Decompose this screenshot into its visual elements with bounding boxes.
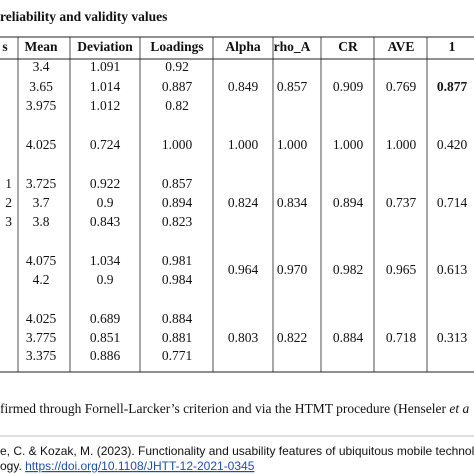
doi-link[interactable]: https://doi.org/10.1108/JHTT-12-2021-034…	[25, 459, 255, 473]
note: firmed through Fornell-Larcker’s criteri…	[0, 401, 469, 416]
cell: 0.771	[162, 348, 192, 363]
stat-cell: 0.857	[277, 79, 308, 94]
cell: 0.82	[165, 98, 189, 113]
note-italic: et a	[449, 401, 469, 416]
cell: 3.375	[26, 348, 57, 363]
stat-cell: 0.824	[228, 195, 259, 210]
cell: 0.689	[90, 311, 121, 326]
stat-cell: 0.982	[333, 262, 363, 277]
stat-cell: 1.000	[386, 137, 417, 152]
cell: 1.091	[90, 59, 120, 74]
stat-cell: 0.420	[437, 137, 468, 152]
citation-text: ogy.	[0, 459, 25, 473]
cell: 3.775	[26, 330, 57, 345]
cell: 1.000	[162, 137, 193, 152]
cell: 4.2	[33, 272, 50, 287]
stat-cell: 0.909	[333, 79, 364, 94]
cell: 0.922	[90, 176, 120, 191]
cell: 0.851	[90, 330, 120, 345]
cell: 0.886	[90, 348, 121, 363]
cell: 0.724	[90, 137, 121, 152]
cell: 1.014	[90, 79, 121, 94]
stat-cell: 0.803	[228, 330, 259, 345]
header-cell: rho_A	[274, 39, 311, 54]
header-cell: AVE	[388, 39, 415, 54]
stat-cell: 0.714	[437, 195, 468, 210]
cell: 0.981	[162, 253, 192, 268]
stat-cell: 1.000	[228, 137, 259, 152]
cell: 4.025	[26, 311, 57, 326]
stat-cell: 0.877	[437, 79, 468, 94]
stat-cell: 0.894	[333, 195, 364, 210]
stat-cell: 0.964	[228, 262, 259, 277]
cell: 3.4	[33, 59, 50, 74]
cell: 0.887	[162, 79, 193, 94]
stat-cell: 0.970	[277, 262, 308, 277]
cell: 0.884	[162, 311, 193, 326]
header-cell: 1	[449, 39, 456, 54]
cell: 0.92	[165, 59, 189, 74]
stat-cell: 0.849	[228, 79, 259, 94]
stat-cell: 0.769	[386, 79, 417, 94]
header-cell: Loadings	[150, 39, 203, 54]
stat-cell: 0.737	[386, 195, 417, 210]
cell: 0.881	[162, 330, 192, 345]
header-cell: CR	[338, 39, 358, 54]
cell: 0.823	[162, 214, 193, 229]
stat-cell: 0.718	[386, 330, 417, 345]
stat-cell: 0.965	[386, 262, 417, 277]
item-id: 2	[5, 195, 12, 210]
cell: 3.65	[29, 79, 53, 94]
cell: 3.7	[33, 195, 50, 210]
cell: 1.034	[90, 253, 121, 268]
header-cell: s	[2, 39, 7, 54]
stat-cell: 0.313	[437, 330, 468, 345]
header-cell: Alpha	[225, 39, 261, 54]
cell: 0.9	[97, 272, 114, 287]
cell: 3.725	[26, 176, 57, 191]
stat-cell: 1.000	[333, 137, 364, 152]
citation-line: ogy. https://doi.org/10.1108/JHTT-12-202…	[0, 459, 255, 473]
header-cell: Deviation	[77, 39, 133, 54]
cell: 3.8	[33, 214, 50, 229]
cell: 4.075	[26, 253, 57, 268]
cell: 4.025	[26, 137, 57, 152]
cell: 1.012	[90, 98, 120, 113]
cell: 0.894	[162, 195, 193, 210]
cell: 0.9	[97, 195, 114, 210]
stat-cell: 0.884	[333, 330, 364, 345]
citation-line: e, C. & Kozak, M. (2023). Functionality …	[0, 444, 474, 458]
stat-cell: 0.613	[437, 262, 468, 277]
item-id: 3	[5, 214, 12, 229]
cell: 0.843	[90, 214, 121, 229]
cell: 3.975	[26, 98, 57, 113]
header-cell: Mean	[25, 39, 58, 54]
stat-cell: 1.000	[277, 137, 308, 152]
note-text: firmed through Fornell-Larcker’s criteri…	[0, 401, 449, 416]
stat-cell: 0.822	[277, 330, 307, 345]
item-id: 1	[5, 176, 12, 191]
stat-cell: 0.834	[277, 195, 308, 210]
table-title: reliability and validity values	[0, 9, 167, 24]
cell: 0.857	[162, 176, 193, 191]
cell: 0.984	[162, 272, 193, 287]
